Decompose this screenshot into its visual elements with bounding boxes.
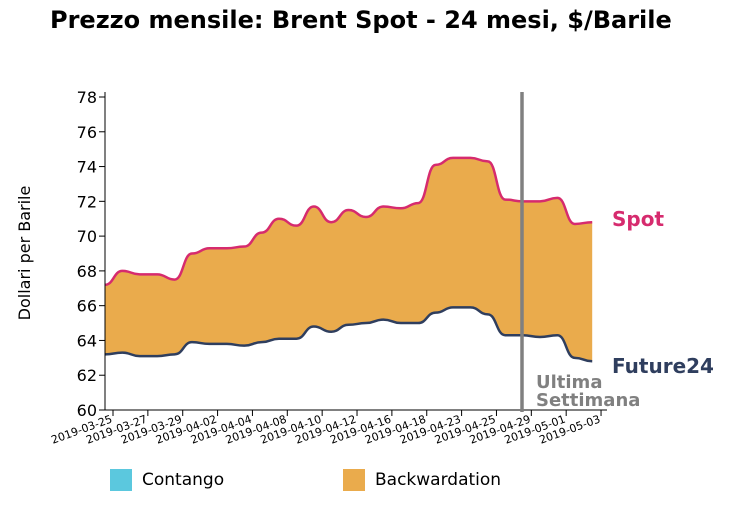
annotation-line2: Settimana: [536, 390, 640, 411]
y-tick-label: 68: [77, 262, 97, 281]
y-tick-label: 76: [77, 123, 97, 142]
y-tick-label: 74: [77, 158, 97, 177]
y-tick-label: 70: [77, 227, 97, 246]
y-axis-label: Dollari per Barile: [15, 186, 34, 321]
y-tick-label: 62: [77, 366, 97, 385]
backwardation-area: [105, 157, 593, 362]
legend-swatch-contango: [110, 469, 132, 491]
legend-swatch-backwardation: [343, 469, 365, 491]
legend-backwardation: Backwardation: [343, 469, 501, 491]
legend-contango: Contango: [110, 469, 224, 491]
chart-title: Prezzo mensile: Brent Spot - 24 mesi, $/…: [50, 6, 672, 34]
spot-line: [104, 156, 593, 287]
spot-label: Spot: [612, 207, 664, 231]
y-tick-label: 78: [77, 88, 97, 107]
y-tick-label: 60: [77, 401, 97, 420]
annotation-line1: Ultima: [536, 372, 602, 393]
legend-label: Backwardation: [375, 470, 502, 490]
future24-line: [104, 306, 593, 363]
future24-label: Future24: [612, 354, 714, 378]
y-tick-label: 72: [77, 192, 97, 211]
y-tick-label: 64: [77, 331, 97, 350]
y-tick-label: 66: [77, 297, 97, 316]
legend-label: Contango: [142, 470, 225, 490]
